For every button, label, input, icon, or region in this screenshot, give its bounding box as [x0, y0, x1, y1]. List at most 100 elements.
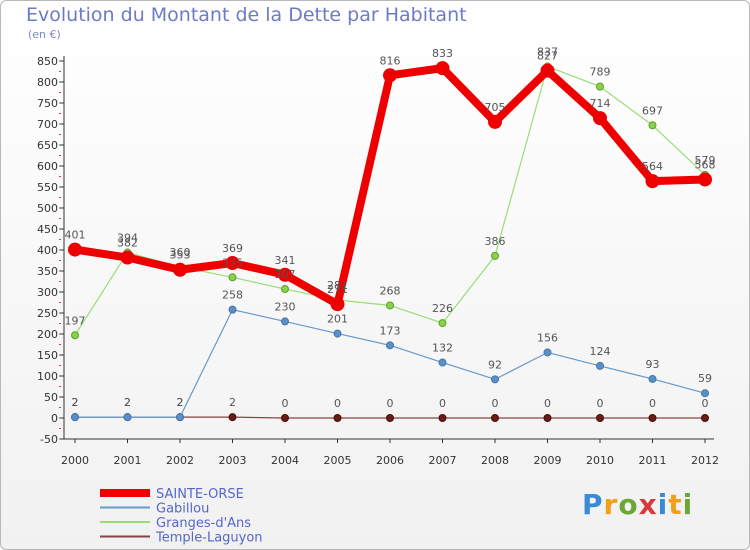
data-label-granges-d-ans: 281	[327, 279, 348, 292]
data-label-gabillou: 124	[590, 345, 611, 358]
data-label-sainte-orse: 369	[222, 242, 243, 255]
data-label-temple-laguyon: 0	[649, 397, 656, 410]
data-point-gabillou	[491, 375, 499, 384]
y-tick-label: 800	[37, 76, 58, 89]
data-label-gabillou: 258	[222, 289, 243, 302]
data-point-sainte-orse	[225, 256, 240, 271]
data-point-granges-d-ans	[438, 319, 447, 328]
data-point-gabillou	[71, 413, 79, 422]
chart-axes: -500501001502002503003504004505005506006…	[37, 55, 719, 467]
data-point-gabillou	[123, 413, 132, 422]
data-point-sainte-orse	[383, 68, 397, 83]
logo-letter: r	[603, 488, 619, 521]
data-point-gabillou	[386, 341, 394, 350]
data-point-gabillou	[176, 413, 184, 422]
data-label-temple-laguyon: 2	[177, 396, 184, 409]
data-point-sainte-orse	[330, 297, 345, 312]
data-label-sainte-orse: 382	[117, 237, 138, 250]
x-tick-label: 2004	[271, 454, 299, 467]
logo-letter: i	[657, 488, 669, 521]
legend-label-temple-laguyon: Temple-Laguyon	[155, 531, 263, 546]
data-point-sainte-orse	[698, 172, 712, 187]
y-tick-label: 300	[37, 286, 58, 299]
data-label-temple-laguyon: 0	[439, 397, 446, 410]
data-label-sainte-orse: 714	[590, 97, 611, 110]
data-label-gabillou: 2	[177, 396, 184, 409]
data-label-sainte-orse: 341	[275, 254, 296, 267]
data-point-sainte-orse	[645, 174, 660, 189]
data-label-sainte-orse: 705	[485, 101, 506, 114]
logo-letter: P	[582, 488, 604, 521]
y-tick-label: 100	[37, 370, 58, 383]
y-tick-label: 750	[37, 97, 58, 110]
data-point-sainte-orse	[278, 267, 292, 282]
x-tick-label: 2010	[586, 454, 614, 467]
data-point-granges-d-ans	[491, 251, 499, 260]
y-tick-label: -50	[40, 433, 58, 446]
data-label-temple-laguyon: 0	[702, 397, 709, 410]
y-tick-label: 450	[37, 223, 58, 236]
data-label-sainte-orse: 353	[170, 249, 191, 262]
data-point-gabillou	[438, 358, 447, 367]
data-point-temple-laguyon	[701, 414, 709, 422]
y-tick-label: 500	[37, 202, 58, 215]
data-point-granges-d-ans	[71, 331, 79, 340]
data-point-granges-d-ans	[228, 273, 237, 282]
data-label-granges-d-ans: 394	[117, 232, 138, 245]
data-point-temple-laguyon	[333, 414, 342, 422]
data-label-granges-d-ans: 226	[432, 302, 453, 315]
data-point-temple-laguyon	[648, 414, 657, 422]
data-point-gabillou	[596, 361, 604, 370]
data-label-sainte-orse: 564	[642, 160, 663, 173]
data-label-temple-laguyon: 0	[387, 397, 394, 410]
data-label-granges-d-ans: 386	[485, 235, 506, 248]
x-tick-label: 2009	[534, 454, 562, 467]
x-tick-label: 2011	[639, 454, 667, 467]
y-tick-label: 250	[37, 307, 58, 320]
data-label-temple-laguyon: 0	[334, 397, 341, 410]
y-tick-label: 200	[37, 328, 58, 341]
data-point-gabillou	[543, 348, 552, 357]
data-point-sainte-orse	[488, 114, 502, 129]
data-label-granges-d-ans: 789	[590, 66, 611, 79]
data-label-temple-laguyon: 2	[72, 396, 79, 409]
data-label-granges-d-ans: 268	[380, 284, 401, 297]
data-label-gabillou: 156	[537, 331, 558, 344]
data-label-gabillou: 132	[432, 342, 453, 355]
data-label-gabillou: 2	[124, 396, 131, 409]
data-label-sainte-orse: 568	[695, 158, 716, 171]
data-label-gabillou: 59	[698, 372, 712, 385]
data-label-sainte-orse: 827	[537, 50, 558, 63]
x-tick-label: 2003	[219, 454, 247, 467]
data-label-gabillou: 173	[380, 324, 401, 337]
data-point-temple-laguyon	[438, 414, 447, 422]
data-point-granges-d-ans	[648, 121, 657, 130]
chart-subtitle: (en €)	[28, 28, 61, 41]
x-tick-label: 2007	[429, 454, 457, 467]
data-point-gabillou	[648, 374, 657, 383]
y-tick-label: 0	[51, 412, 58, 425]
data-point-temple-laguyon	[543, 414, 552, 422]
data-point-granges-d-ans	[386, 301, 394, 310]
data-point-sainte-orse	[68, 242, 82, 257]
data-point-gabillou	[701, 389, 709, 398]
x-tick-label: 2005	[324, 454, 352, 467]
data-label-granges-d-ans: 335	[222, 256, 243, 269]
x-tick-label: 2012	[691, 454, 719, 467]
data-label-granges-d-ans: 197	[65, 314, 86, 327]
data-label-gabillou: 2	[72, 396, 79, 409]
data-point-temple-laguyon	[386, 414, 394, 422]
data-label-temple-laguyon: 0	[544, 397, 551, 410]
legend-label-granges-d-ans: Granges-d'Ans	[156, 516, 251, 531]
data-label-sainte-orse: 816	[380, 54, 401, 67]
logo-letter: i	[682, 488, 694, 521]
data-point-sainte-orse	[120, 250, 135, 265]
chart-title: Evolution du Montant de la Dette par Hab…	[26, 4, 467, 26]
data-point-temple-laguyon	[228, 413, 237, 422]
proxiti-logo: Proxiti	[582, 488, 693, 521]
data-label-temple-laguyon: 0	[282, 397, 289, 410]
data-point-granges-d-ans	[596, 82, 604, 91]
data-label-sainte-orse: 401	[65, 229, 86, 242]
